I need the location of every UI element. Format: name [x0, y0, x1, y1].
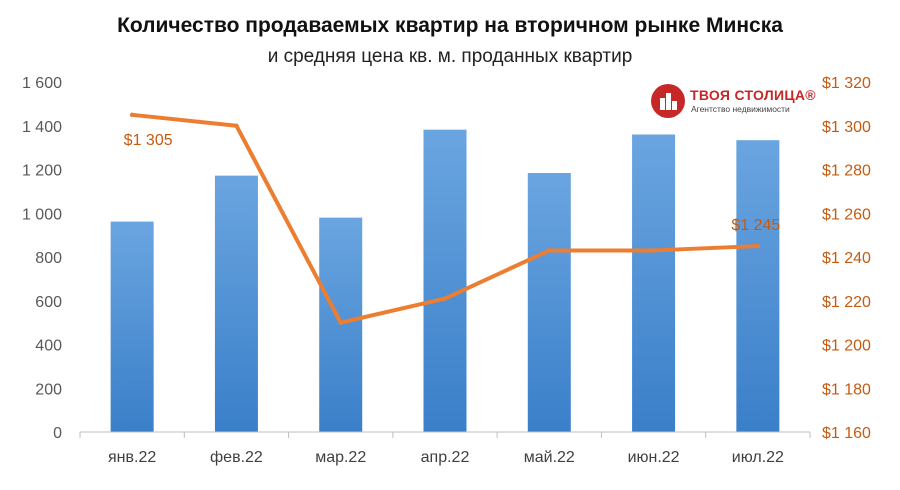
data-label: $1 245 [731, 217, 780, 234]
x-tick-label: май.22 [524, 449, 575, 466]
bar [110, 221, 154, 432]
line-point [234, 123, 239, 128]
right-tick-label: $1 180 [822, 381, 871, 398]
chart-subtitle: и средняя цена кв. м. проданных квартир [267, 46, 633, 67]
right-tick-label: $1 200 [822, 338, 871, 355]
right-tick-label: $1 220 [822, 294, 871, 311]
line-point [338, 320, 343, 325]
line-series [129, 112, 761, 325]
left-tick-label: 1 200 [22, 163, 62, 180]
right-tick-label: $1 300 [822, 119, 871, 136]
x-tick-label: июл.22 [732, 449, 784, 466]
right-tick-label: $1 160 [822, 425, 871, 442]
building-icon [651, 84, 685, 118]
left-tick-label: 1 400 [22, 119, 62, 136]
data-labels: $1 305 $1 245 [124, 132, 781, 234]
x-tick-label: янв.22 [108, 449, 156, 466]
right-tick-label: $1 240 [822, 250, 871, 267]
chart-title: Количество продаваемых квартир на вторич… [117, 14, 783, 37]
right-tick-label: $1 260 [822, 206, 871, 223]
x-tick-label: апр.22 [421, 449, 470, 466]
left-tick-label: 200 [35, 381, 62, 398]
left-tick-label: 800 [35, 250, 62, 267]
data-label: $1 305 [124, 132, 173, 149]
bar [423, 129, 467, 432]
left-axis: 0 200 400 600 800 1 000 1 200 1 400 1 600 [22, 75, 62, 442]
left-tick-label: 1 000 [22, 206, 62, 223]
x-tick-label: июн.22 [628, 449, 680, 466]
bar [527, 173, 571, 432]
right-tick-label: $1 280 [822, 163, 871, 180]
left-tick-label: 400 [35, 338, 62, 355]
line-point [651, 248, 656, 253]
right-axis: $1 160 $1 180 $1 200 $1 220 $1 240 $1 260 $1 2… [822, 75, 871, 442]
right-tick-label: $1 320 [822, 75, 871, 92]
left-tick-label: 1 600 [22, 75, 62, 92]
line-point [547, 248, 552, 253]
x-tick-label: мар.22 [315, 449, 366, 466]
brand-name: ТВОЯ СТОЛИЦА® [690, 87, 816, 103]
bar [736, 140, 780, 432]
brand-tagline: Агентство недвижимости [691, 104, 790, 114]
brand-logo: ТВОЯ СТОЛИЦА® Агентство недвижимости [651, 84, 821, 118]
x-tick-label: фев.22 [210, 449, 263, 466]
bar-series [110, 129, 780, 432]
left-tick-label: 600 [35, 294, 62, 311]
line-point [755, 243, 761, 249]
x-axis: янв.22 фев.22 мар.22 апр.22 май.22 июн.22 июл.… [79, 432, 811, 466]
bar [632, 134, 676, 432]
bar [214, 175, 258, 432]
line-point [442, 296, 448, 301]
line-point [129, 112, 135, 118]
left-tick-label: 0 [53, 425, 62, 442]
